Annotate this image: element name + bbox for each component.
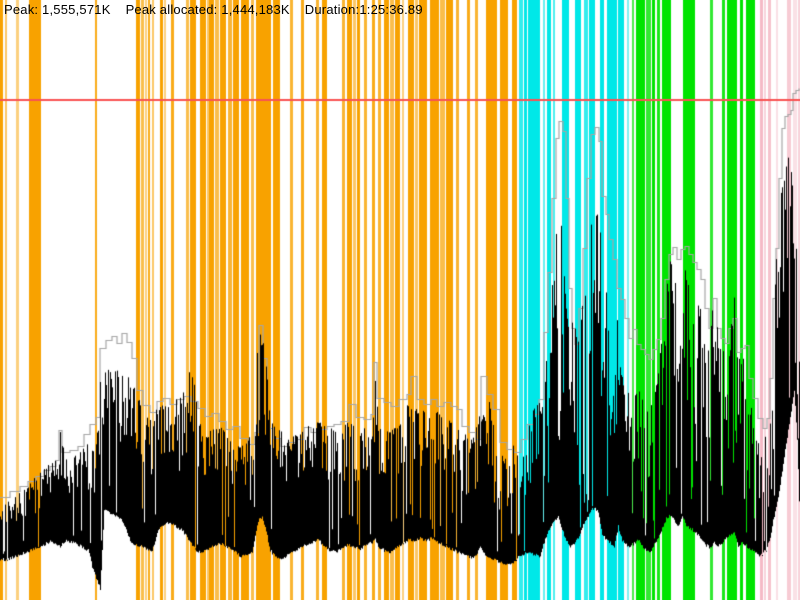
peak-stat: Peak: 1,555,571K: [4, 2, 111, 17]
stats-header: Peak: 1,555,571K Peak allocated: 1,444,18…: [4, 2, 423, 17]
duration-stat: Duration:1:25:36.89: [304, 2, 423, 17]
peak-allocated-stat: Peak allocated: 1,444,183K: [125, 2, 290, 17]
